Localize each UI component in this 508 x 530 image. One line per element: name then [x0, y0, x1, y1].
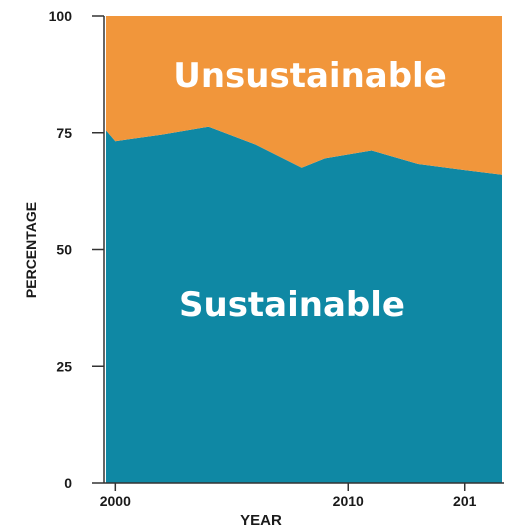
y-axis-title: PERCENTAGE — [23, 202, 39, 298]
x-axis-title: YEAR — [240, 512, 282, 529]
area-label-unsustainable: Unsustainable — [173, 56, 447, 96]
x-tick-label-2010: 2010 — [333, 493, 364, 509]
y-tick-label-0: 0 — [64, 475, 72, 491]
y-tick-label-25: 25 — [56, 358, 72, 374]
area-sustainable — [106, 126, 502, 483]
area-label-sustainable: Sustainable — [179, 285, 405, 325]
y-tick-label-75: 75 — [56, 125, 72, 141]
y-ticks: 0 25 50 75 100 — [49, 8, 104, 491]
y-tick-label-100: 100 — [49, 8, 73, 24]
area-unsustainable — [106, 16, 502, 175]
y-tick-label-50: 50 — [56, 242, 72, 258]
areas — [106, 16, 502, 483]
x-ticks: 2000 2010 201 — [100, 483, 477, 509]
x-tick-label-2015: 201 — [453, 493, 477, 509]
x-tick-label-2000: 2000 — [100, 493, 131, 509]
